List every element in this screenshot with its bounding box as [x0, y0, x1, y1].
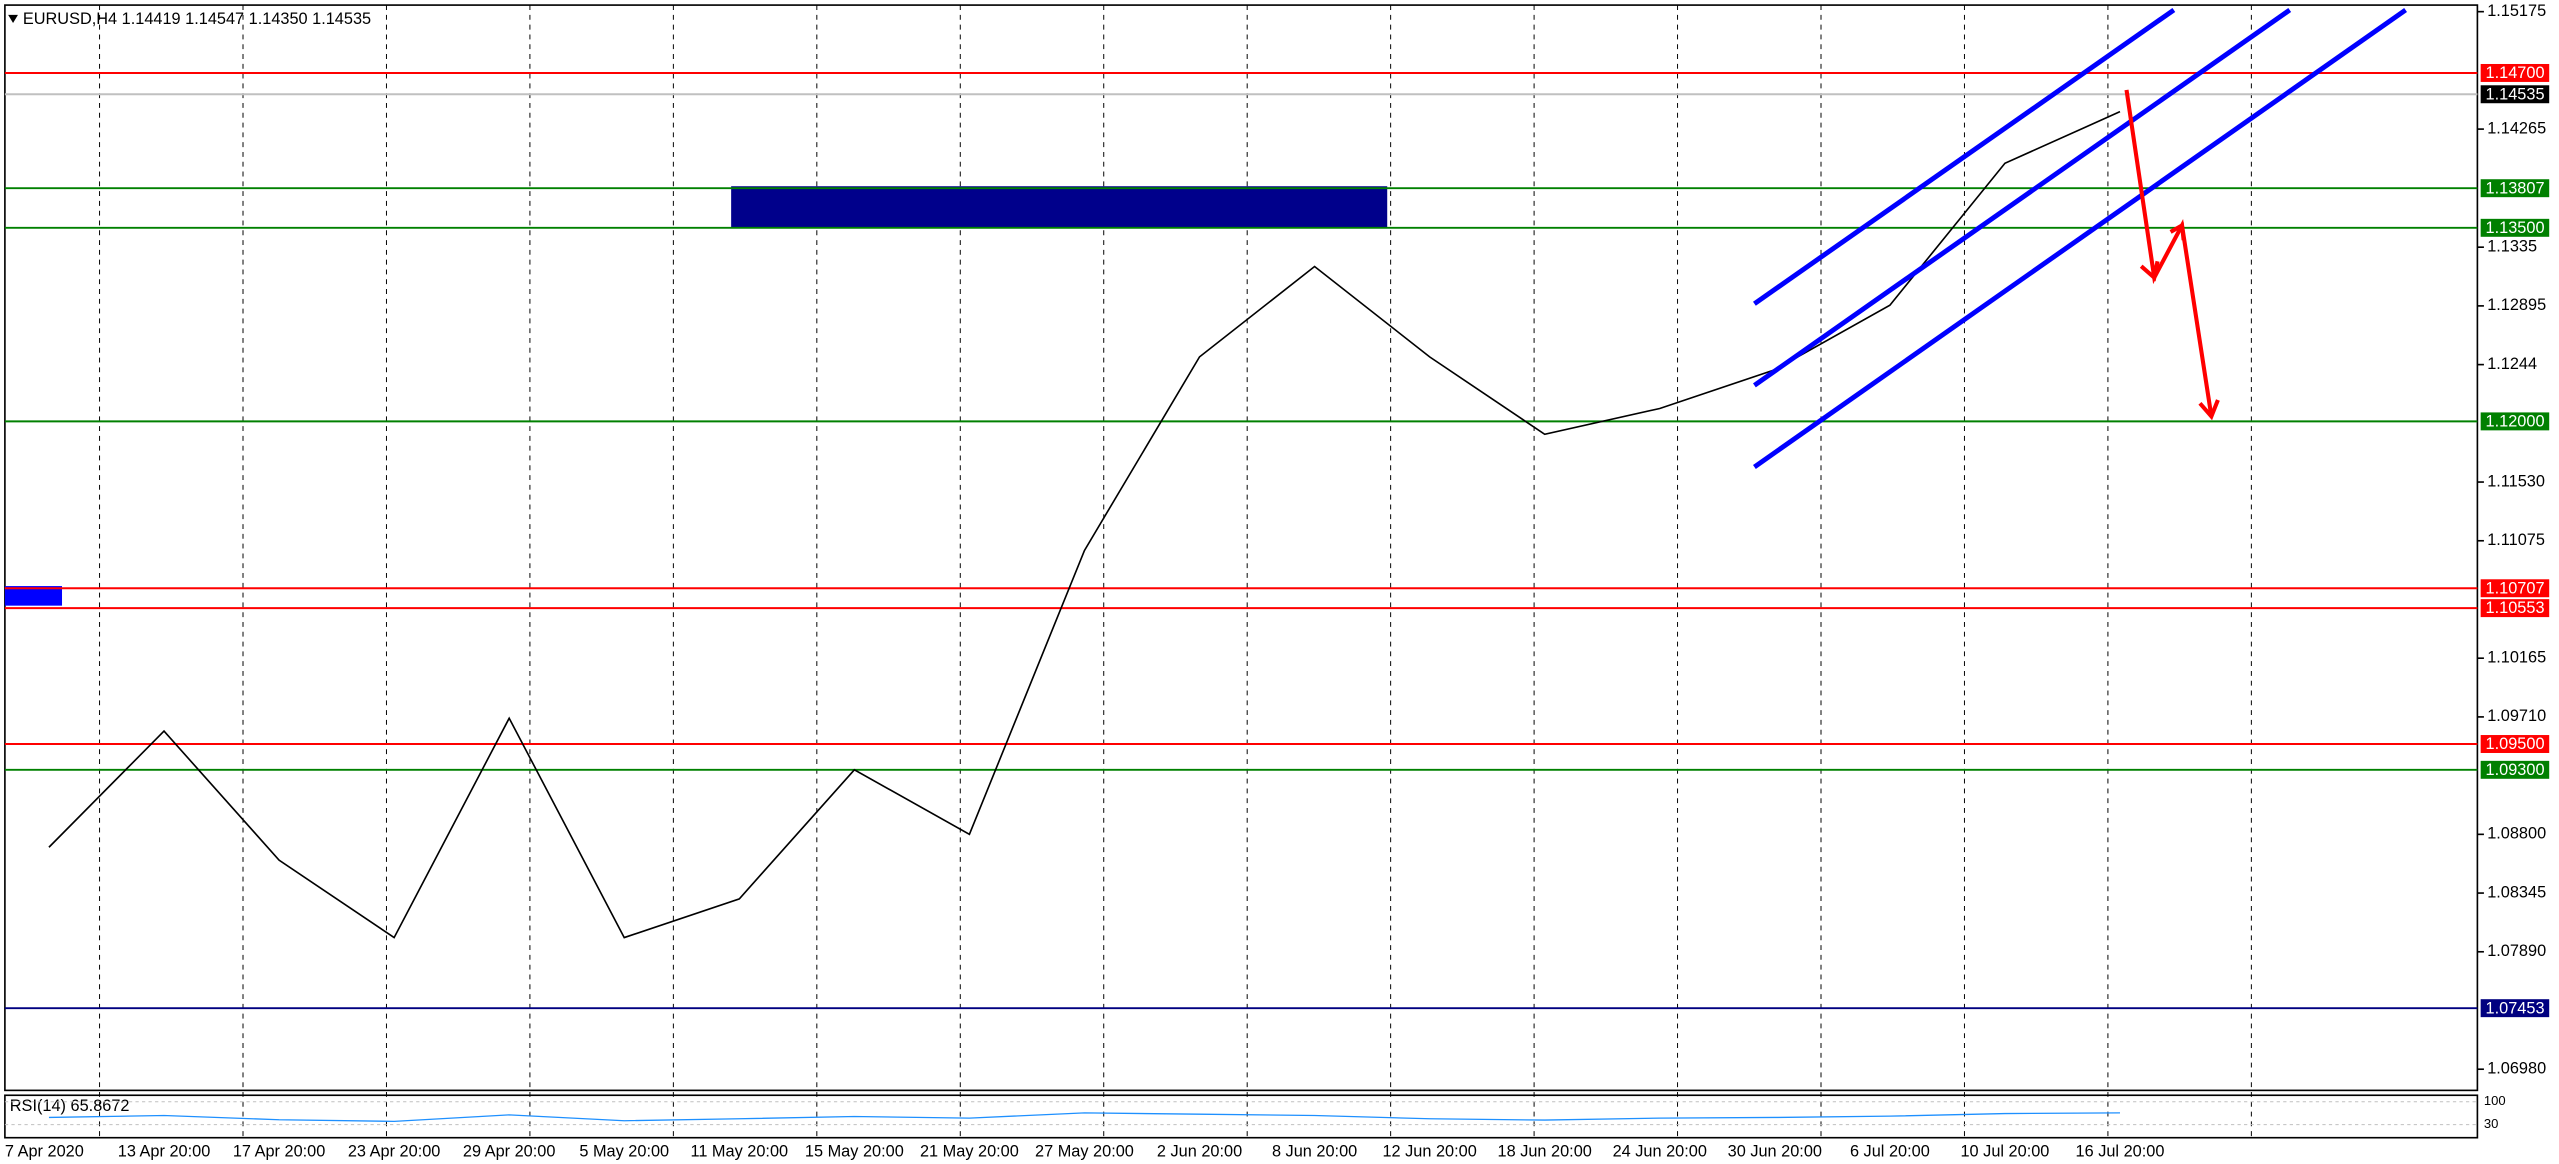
- x-tick-label: 5 May 20:00: [579, 1143, 669, 1161]
- y-tick-label: 1.1244: [2487, 355, 2537, 373]
- level-label: 1.09300: [2486, 761, 2545, 779]
- x-tick-label: 13 Apr 20:00: [118, 1143, 211, 1161]
- collapse-icon: [8, 14, 18, 24]
- rsi-tick-label: 30: [2484, 1116, 2499, 1131]
- level-label-box: [2480, 999, 2550, 1018]
- level-label: 1.13807: [2486, 179, 2545, 197]
- level-label-box: [2480, 599, 2550, 618]
- channel-line: [1753, 7, 2292, 388]
- y-tick-label: 1.1335: [2487, 237, 2537, 255]
- level-label: 1.10707: [2486, 579, 2545, 597]
- x-tick-label: 21 May 20:00: [920, 1143, 1019, 1161]
- level-label-box: [2480, 579, 2550, 598]
- plot-frame: [4, 4, 2479, 1092]
- level-label-box: [2480, 760, 2550, 779]
- y-tick-label: 1.07890: [2487, 942, 2546, 960]
- y-tick-label: 1.06980: [2487, 1060, 2546, 1078]
- level-label: 1.12000: [2486, 413, 2545, 431]
- level-label: 1.10553: [2486, 599, 2545, 617]
- x-tick-label: 23 Apr 20:00: [348, 1143, 441, 1161]
- y-tick-label: 1.12895: [2487, 296, 2546, 314]
- chart-title: EURUSD,H4 1.14419 1.14547 1.14350 1.1453…: [23, 10, 371, 28]
- y-tick-label: 1.08345: [2487, 883, 2546, 901]
- level-label: 1.13500: [2486, 219, 2545, 237]
- channel-line: [1753, 7, 2176, 306]
- x-tick-label: 24 Jun 20:00: [1613, 1143, 1707, 1161]
- y-tick-label: 1.11530: [2487, 472, 2545, 490]
- x-tick-label: 2 Jun 20:00: [1157, 1143, 1242, 1161]
- level-label-box: [2480, 412, 2550, 431]
- rsi-title: RSI(14) 65.8672: [10, 1097, 130, 1115]
- level-label: 1.09500: [2486, 735, 2545, 753]
- y-tick-label: 1.09710: [2487, 707, 2546, 725]
- levels: 1.14700 1.14535 1.13807 1.13500 1.12000 1.107…: [4, 63, 2550, 1018]
- arrow-head: [2198, 399, 2220, 421]
- rsi-frame: [4, 1094, 2479, 1139]
- level-label-box: [2480, 179, 2550, 198]
- x-tick-label: 15 May 20:00: [805, 1143, 904, 1161]
- forecast-path: [2124, 89, 2214, 417]
- x-tick-label: 30 Jun 20:00: [1728, 1143, 1822, 1161]
- x-tick-label: 11 May 20:00: [690, 1143, 788, 1161]
- level-label: 1.14700: [2486, 64, 2545, 82]
- rsi-line: [48, 1112, 2120, 1123]
- x-tick-label: 18 Jun 20:00: [1498, 1143, 1592, 1161]
- supply-zone: [731, 186, 1388, 228]
- y-tick-label: 1.11075: [2487, 531, 2545, 549]
- level-label-box: [2480, 735, 2550, 753]
- channel-line: [1753, 7, 2407, 469]
- zone-marker: [4, 586, 63, 606]
- forecast-arrows: [2124, 89, 2220, 421]
- x-tick-label: 27 May 20:00: [1035, 1143, 1134, 1161]
- arrow-head: [2139, 260, 2160, 282]
- x-tick-label: 8 Jun 20:00: [1272, 1143, 1357, 1161]
- y-tick-label: 1.14265: [2487, 119, 2546, 137]
- y-tick-label: 1.15175: [2487, 2, 2546, 20]
- arrow-head: [2169, 222, 2186, 241]
- channel: [1753, 7, 2407, 469]
- x-tick-label: 17 Apr 20:00: [233, 1143, 326, 1161]
- level-label: 1.14535: [2486, 85, 2545, 103]
- x-tick-label: 7 Apr 2020: [5, 1143, 84, 1161]
- level-label: 1.07453: [2486, 999, 2545, 1017]
- y-tick-label: 1.10165: [2487, 649, 2546, 667]
- x-tick-label: 10 Jul 20:00: [1960, 1143, 2049, 1161]
- grid: [99, 5, 2252, 1138]
- rsi-tick-label: 100: [2484, 1093, 2506, 1108]
- y-tick-label: 1.08800: [2487, 825, 2546, 843]
- x-tick-label: 6 Jul 20:00: [1850, 1143, 1930, 1161]
- x-tick-label: 16 Jul 20:00: [2076, 1143, 2165, 1161]
- level-label-box: [2480, 218, 2550, 237]
- level-label-box: [2480, 85, 2550, 104]
- x-tick-label: 29 Apr 20:00: [463, 1143, 556, 1161]
- x-tick-label: 12 Jun 20:00: [1382, 1143, 1476, 1161]
- level-label-box: [2480, 63, 2550, 82]
